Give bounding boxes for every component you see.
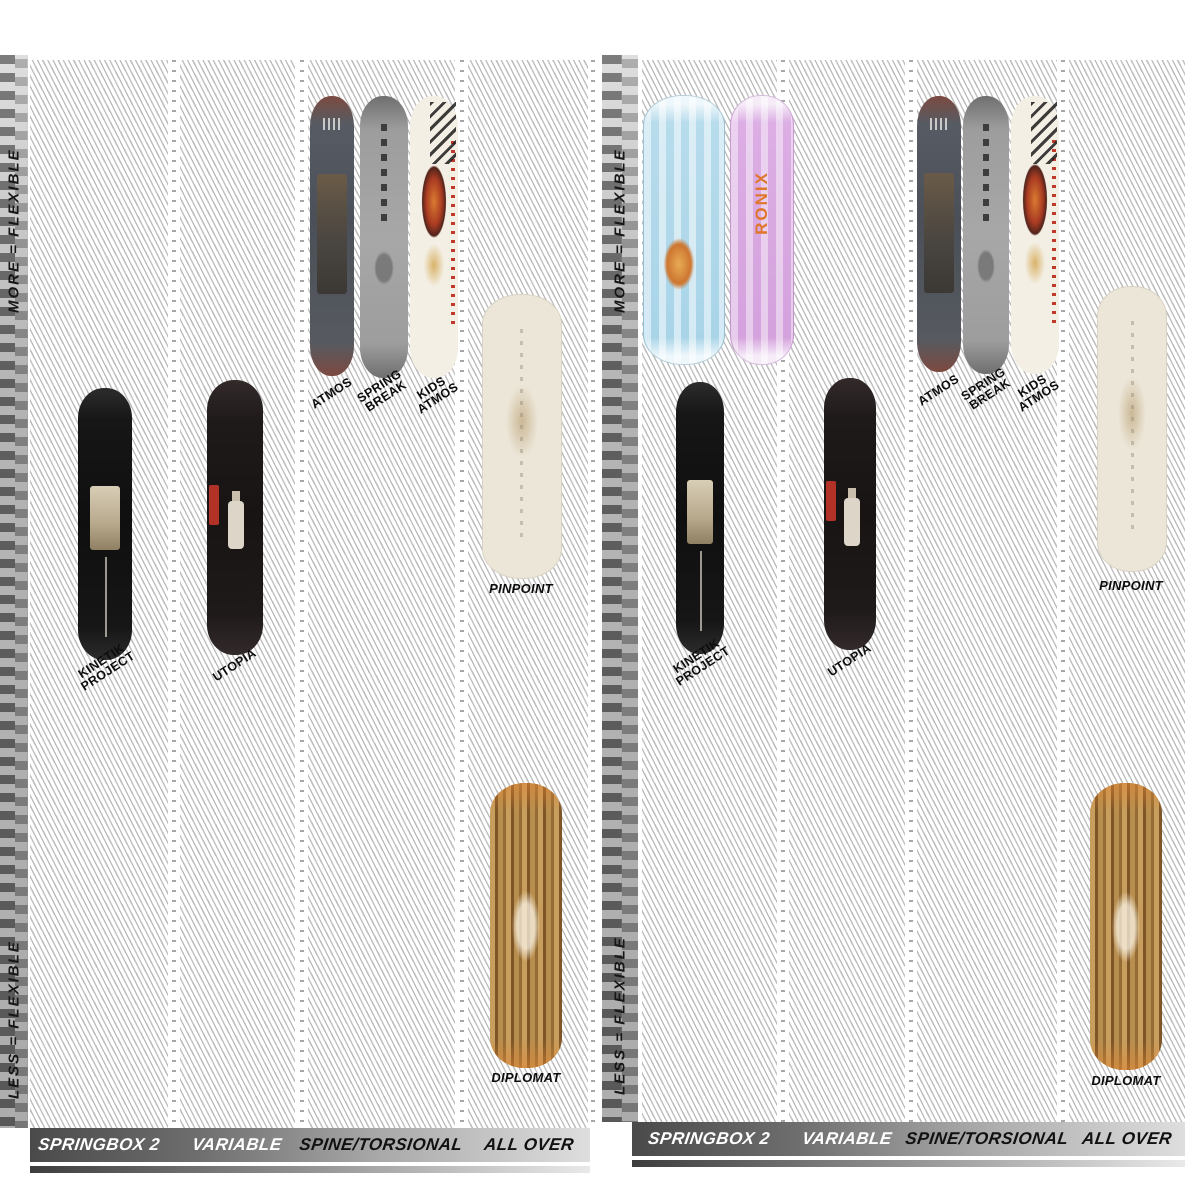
flex-axis-bar-right: MORE = FLEXIBLE LESS = FLEXIBLE: [602, 55, 638, 1122]
axis-label-more-flexible: MORE = FLEXIBLE: [611, 148, 629, 313]
axis-label-more-flexible: MORE = FLEXIBLE: [5, 148, 23, 313]
column-bg-variable: [180, 60, 295, 1128]
board-diplomat: [490, 783, 562, 1068]
category-springbox: SPRINGBOX 2: [646, 1129, 772, 1148]
category-bar-right: SPRINGBOX 2 VARIABLE SPINE/TORSIONAL ALL…: [632, 1122, 1185, 1156]
column-divider: [1057, 60, 1069, 1122]
column-divider: [905, 60, 917, 1122]
board-graphic-dots: [451, 141, 456, 328]
board-diplomat: [1090, 783, 1162, 1070]
board-label-pinpoint: PINPOINT: [1091, 578, 1171, 593]
category-bar-shadow: [30, 1166, 590, 1173]
flex-axis-bar-left: MORE = FLEXIBLE LESS = FLEXIBLE: [0, 55, 28, 1128]
board-utopia: [824, 378, 876, 650]
column-divider: [455, 60, 468, 1128]
board-purple-springbox: RONIX: [730, 95, 794, 365]
board-utopia: [207, 380, 263, 655]
label-line: DIPLOMAT: [491, 1070, 561, 1085]
category-variable: VARIABLE: [800, 1129, 894, 1148]
column-divider: [588, 60, 598, 1128]
axis-label-less-flexible: LESS = FLEXIBLE: [611, 936, 629, 1095]
axis-label-less-flexible: LESS = FLEXIBLE: [5, 940, 23, 1099]
category-spine-torsional: SPINE/TORSIONAL: [904, 1129, 1070, 1148]
category-springbox: SPRINGBOX 2: [36, 1135, 162, 1154]
board-kinetik-project: [676, 382, 724, 654]
board-kinetik-project: [78, 388, 132, 660]
category-all-over: ALL OVER: [482, 1135, 576, 1154]
label-line: DIPLOMAT: [1091, 1073, 1161, 1088]
board-pinpoint: [1097, 286, 1167, 572]
column-divider: [295, 60, 308, 1128]
board-atmos: [917, 96, 961, 372]
board-brand-text: RONIX: [752, 171, 771, 235]
board-spring-break: [963, 96, 1009, 374]
board-atmos: [310, 96, 354, 376]
board-spring-break: [360, 96, 408, 378]
category-all-over: ALL OVER: [1080, 1129, 1174, 1148]
category-bar-left: SPRINGBOX 2 VARIABLE SPINE/TORSIONAL ALL…: [30, 1128, 590, 1162]
board-label-diplomat: DIPLOMAT: [486, 1070, 566, 1085]
board-label-diplomat: DIPLOMAT: [1086, 1073, 1166, 1088]
board-blue-springbox: [643, 95, 725, 365]
label-line: PINPOINT: [489, 581, 553, 596]
column-divider: [168, 60, 180, 1128]
label-line: PINPOINT: [1099, 578, 1163, 593]
category-bar-shadow: [632, 1160, 1185, 1167]
board-label-pinpoint: PINPOINT: [481, 581, 561, 596]
board-pinpoint: [482, 294, 562, 579]
board-kids-atmos: [1011, 96, 1059, 374]
category-variable: VARIABLE: [190, 1135, 284, 1154]
category-spine-torsional: SPINE/TORSIONAL: [298, 1135, 464, 1154]
board-kids-atmos: [410, 96, 458, 378]
board-graphic-dots: [1052, 140, 1057, 324]
